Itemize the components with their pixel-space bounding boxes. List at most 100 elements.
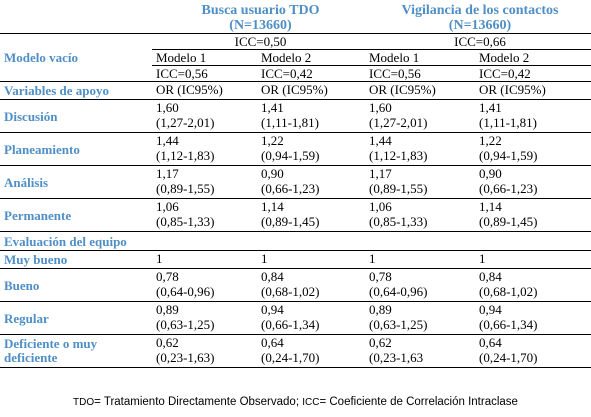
table-footnote: TDO= Tratamiento Directamente Observado;… xyxy=(0,396,591,408)
or-value: 1,22 xyxy=(261,133,284,148)
table-cell: 0,94 (0,66-1,34) xyxy=(475,301,591,335)
ci-value: (1,11-1,81) xyxy=(479,115,538,130)
table-cell: 1,41 (1,11-1,81) xyxy=(475,99,591,133)
model-icc: ICC=0,42 xyxy=(475,65,591,82)
model-icc: ICC=0,42 xyxy=(257,65,365,82)
ci-value: (0,94-1,59) xyxy=(479,148,538,163)
support-header-row: Variables de apoyo OR (IC95%) OR (IC95%)… xyxy=(0,81,591,100)
table-cell: 0,78 (0,64-0,96) xyxy=(152,268,257,302)
table-cell: 1 xyxy=(475,250,591,269)
ci-value: (0,85-1,33) xyxy=(156,214,215,229)
or-value: 1,44 xyxy=(156,133,179,148)
ci-value: (0,66-1,34) xyxy=(479,317,538,332)
row-label: Análisis xyxy=(0,165,152,199)
or-value: 1,41 xyxy=(261,100,284,115)
or-value: 1,22 xyxy=(479,133,502,148)
or-value: 0,62 xyxy=(369,335,392,350)
table-cell: 1,44 (1,12-1,83) xyxy=(152,132,257,166)
row-label: Discusión xyxy=(0,99,152,133)
or-value: 1,06 xyxy=(369,199,392,214)
table-cell: 0,62 (0,23-1,63) xyxy=(152,334,257,368)
group-header-busca: Busca usuario TDO (N=13660) xyxy=(152,0,365,34)
ci-value: (0,89-1,45) xyxy=(261,214,320,229)
table-cell: 0,62 (0,23-1,63 xyxy=(365,334,475,368)
table-row-permanente: Permanente 1,06 (0,85-1,33) 1,14 (0,89-1,4… xyxy=(0,198,591,232)
ci-value: (0,23-1,63) xyxy=(156,350,215,365)
table-cell: 1,41 (1,11-1,81) xyxy=(257,99,365,133)
model-name: Modelo 2 xyxy=(475,49,591,66)
team-section-row: Evaluación del equipo xyxy=(0,231,591,251)
ci-value: (0,66-1,23) xyxy=(261,181,320,196)
ci-value: (0,89-1,45) xyxy=(479,214,538,229)
or-value: 1,17 xyxy=(369,166,392,181)
table-cell: 0,64 (0,24-1,70) xyxy=(257,334,365,368)
empty-model-icc-row: Modelo vacío ICC=0,50 ICC=0,66 xyxy=(0,33,591,82)
model-icc: ICC=0,56 xyxy=(365,65,475,82)
table-cell: 1,17 (0,89-1,55) xyxy=(152,165,257,199)
empty-model-label: Modelo vacío xyxy=(0,33,152,82)
table-cell: 0,90 (0,66-1,23) xyxy=(475,165,591,199)
row-label: Permanente xyxy=(0,198,152,232)
ci-value: (1,12-1,83) xyxy=(369,148,428,163)
or-value: 0,89 xyxy=(369,302,392,317)
support-header-label: Variables de apoyo xyxy=(0,81,152,100)
or-value: 1,60 xyxy=(156,100,179,115)
footnote-abbr-tdo: TDO xyxy=(73,397,95,408)
table-cell: 1,22 (0,94-1,59) xyxy=(257,132,365,166)
group-header-row: Busca usuario TDO (N=13660) Vigilancia d… xyxy=(0,0,591,34)
table-cell: 1,60 (1,27-2,01) xyxy=(152,99,257,133)
ci-value: (0,63-1,25) xyxy=(369,317,428,332)
or-value: 1,44 xyxy=(369,133,392,148)
group-header-busca-title: Busca usuario TDO xyxy=(201,3,320,18)
row-label: Regular xyxy=(0,301,152,335)
empty-model-icc-busca: ICC=0,50 xyxy=(152,33,365,50)
ci-value: (0,23-1,63 xyxy=(369,350,424,365)
or-value: 0,89 xyxy=(156,302,179,317)
table-cell: 0,84 (0,68-1,02) xyxy=(257,268,365,302)
table-cell: 1,06 (0,85-1,33) xyxy=(365,198,475,232)
model-icc: ICC=0,56 xyxy=(152,65,257,82)
group-header-vigilancia-title: Vigilancia de los contactos xyxy=(401,3,559,18)
model-name: Modelo 2 xyxy=(257,49,365,66)
table-cell: 0,94 (0,66-1,34) xyxy=(257,301,365,335)
team-section-label: Evaluación del equipo xyxy=(0,231,591,251)
or-value: 1,17 xyxy=(156,166,179,181)
model-name: Modelo 1 xyxy=(152,49,257,66)
or-ci-header: OR (IC95%) xyxy=(152,81,257,100)
row-label: Planeamiento xyxy=(0,132,152,166)
or-value: 1,06 xyxy=(156,199,179,214)
ci-value: (0,85-1,33) xyxy=(369,214,428,229)
row-label: Muy bueno xyxy=(0,250,152,269)
table-cell: 1,17 (0,89-1,55) xyxy=(365,165,475,199)
ci-value: (0,24-1,70) xyxy=(479,350,538,365)
group-header-vigilancia: Vigilancia de los contactos (N=13660) xyxy=(365,0,591,34)
table-cell: 1,22 (0,94-1,59) xyxy=(475,132,591,166)
row-label: Deficiente o muy deficiente xyxy=(0,334,152,368)
ci-value: (0,89-1,55) xyxy=(156,181,215,196)
ci-value: (0,94-1,59) xyxy=(261,148,320,163)
table-row-regular: Regular 0,89 (0,63-1,25) 0,94 (0,66-1,34) … xyxy=(0,301,591,335)
row-label: Bueno xyxy=(0,268,152,302)
ci-value: (0,66-1,34) xyxy=(261,317,320,332)
table-row-analisis: Análisis 1,17 (0,89-1,55) 0,90 (0,66-1,23)… xyxy=(0,165,591,199)
or-value: 1,14 xyxy=(261,199,284,214)
row-label-line: deficiente xyxy=(4,350,58,365)
or-value: 1,60 xyxy=(369,100,392,115)
table-cell: 0,64 (0,24-1,70) xyxy=(475,334,591,368)
or-value: 0,90 xyxy=(479,166,502,181)
or-ci-header: OR (IC95%) xyxy=(257,81,365,100)
empty-model-icc-vigilancia: ICC=0,66 xyxy=(365,33,591,50)
table-cell: 0,84 (0,68-1,02) xyxy=(475,268,591,302)
table-row-discusion: Discusión 1,60 (1,27-2,01) 1,41 (1,11-1,81… xyxy=(0,99,591,133)
or-value: 0,62 xyxy=(156,335,179,350)
header-empty-cell xyxy=(0,0,152,34)
table-cell: 1,06 (0,85-1,33) xyxy=(152,198,257,232)
ci-value: (0,64-0,96) xyxy=(156,284,215,299)
group-header-busca-n: (N=13660) xyxy=(229,18,292,33)
ci-value: (0,68-1,02) xyxy=(261,284,320,299)
table-cell: 0,89 (0,63-1,25) xyxy=(152,301,257,335)
table-cell: 0,89 (0,63-1,25) xyxy=(365,301,475,335)
or-value: 0,78 xyxy=(156,269,179,284)
or-value: 1,14 xyxy=(479,199,502,214)
or-value: 0,90 xyxy=(261,166,284,181)
